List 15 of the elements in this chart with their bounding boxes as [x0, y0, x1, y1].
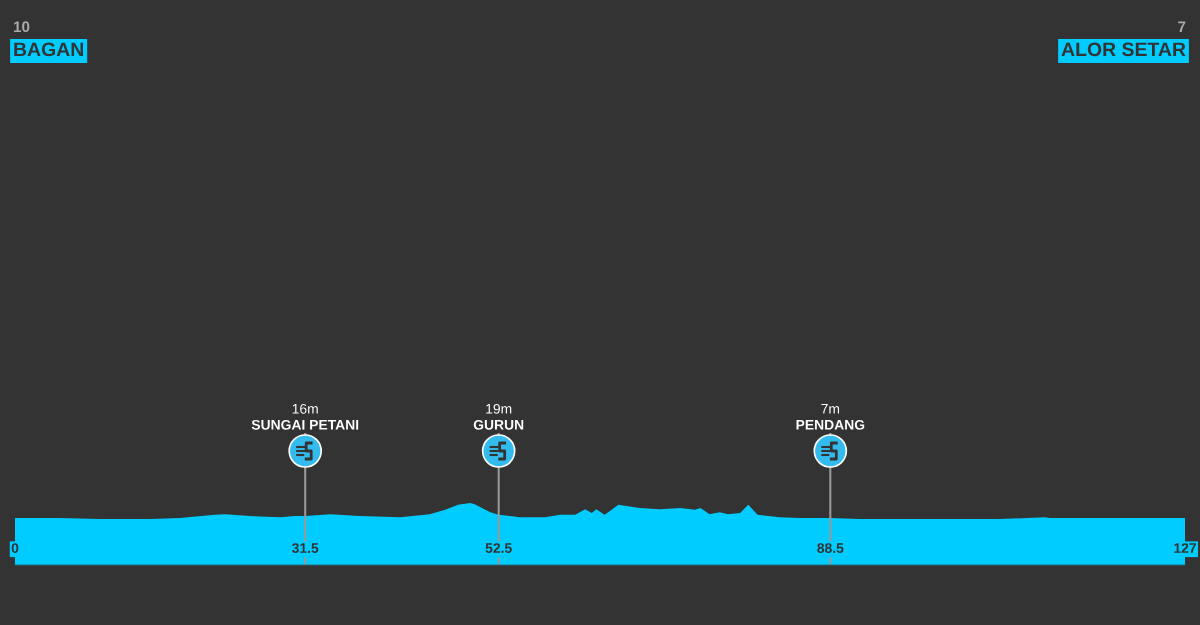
text: 10: [13, 21, 30, 33]
x-tick-label: 127: [1174, 543, 1196, 553]
text: 19m: [486, 403, 512, 414]
text: BAGAN: [14, 42, 83, 57]
x-tick-label: 88.5: [817, 543, 844, 553]
text: ALOR SETAR: [1061, 42, 1186, 57]
text: 7m: [821, 404, 840, 414]
x-tick-label: 52.5: [485, 543, 512, 553]
text: 16m: [292, 403, 318, 414]
ref-line-label: GURUN: [473, 419, 524, 430]
ref-line-label: SUNGAI PETANI: [251, 419, 359, 430]
x-tick-label: 31.5: [292, 543, 319, 553]
text: 7: [1178, 21, 1186, 32]
ref-line-label: PENDANG: [796, 419, 865, 430]
x-tick-label: 0: [11, 543, 19, 553]
